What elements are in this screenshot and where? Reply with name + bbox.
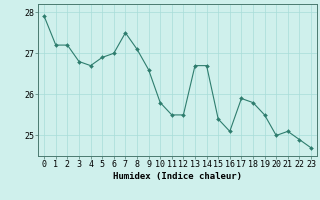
X-axis label: Humidex (Indice chaleur): Humidex (Indice chaleur) bbox=[113, 172, 242, 181]
